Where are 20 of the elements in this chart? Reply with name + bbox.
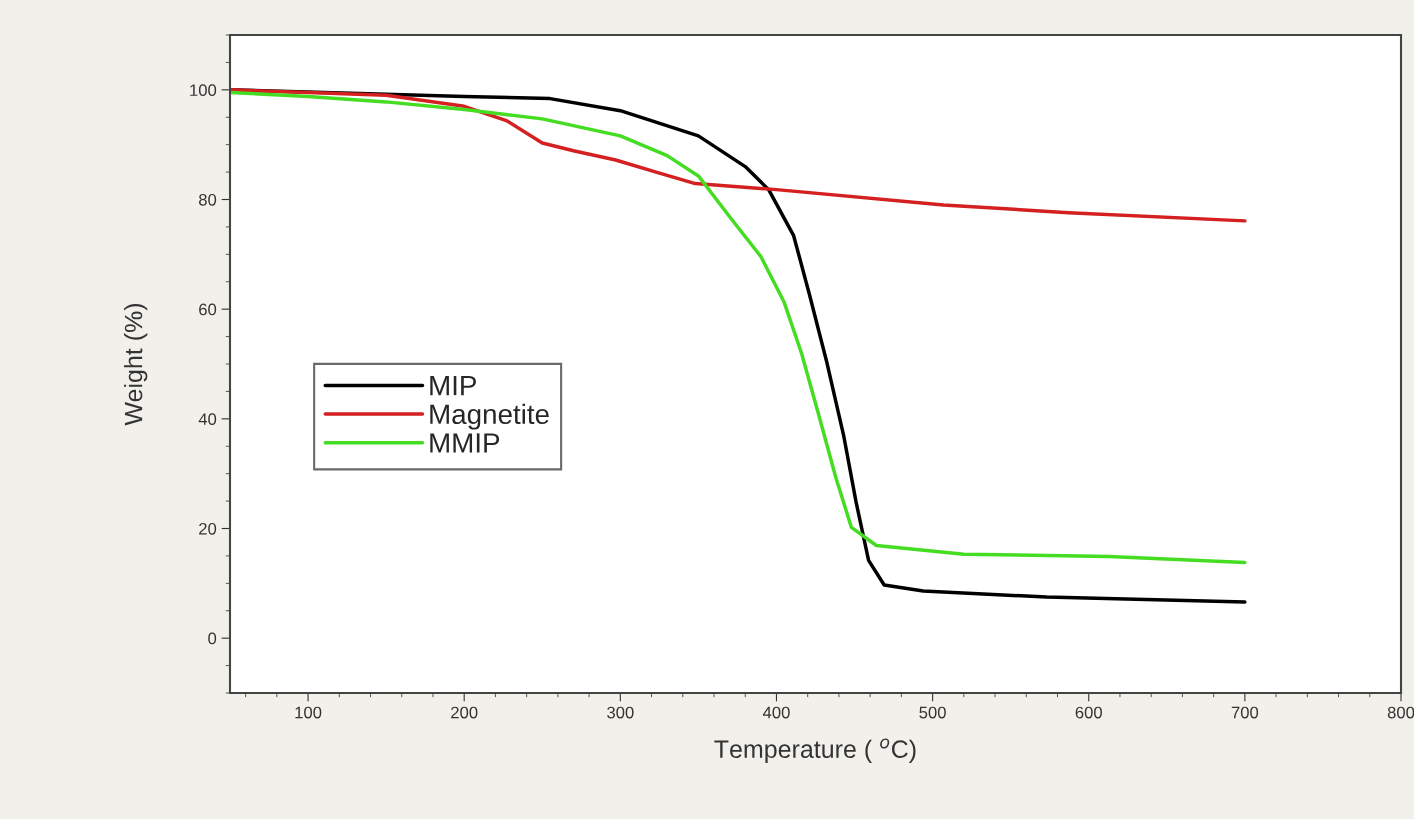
x-axis-title: Temperature ( $^{o}$C) <box>714 738 916 763</box>
x-tick-label: 700 <box>1231 706 1259 719</box>
x-tick-label: 400 <box>762 706 790 719</box>
legend-label: Magnetite <box>430 403 549 430</box>
legend-label: MIP <box>430 376 476 396</box>
y-tick-label: 0 <box>208 632 217 645</box>
y-tick-label: 60 <box>199 303 217 316</box>
y-tick-label: 80 <box>198 193 217 206</box>
y-tick-label: 40 <box>198 413 217 426</box>
y-tick-label: 100 <box>190 84 217 97</box>
y-axis-title: Weight (%) <box>124 303 148 426</box>
x-tick-label: 500 <box>919 706 946 719</box>
x-tick-label: 200 <box>451 706 478 719</box>
x-tick-label: 600 <box>1075 706 1102 719</box>
legend-label: MMIP <box>430 433 500 453</box>
y-tick-label: 20 <box>199 522 217 535</box>
x-tick-label: 300 <box>607 706 634 719</box>
x-tick-label: 800 <box>1387 706 1414 719</box>
x-tick-label: 100 <box>295 706 322 719</box>
line-series <box>230 88 1247 223</box>
